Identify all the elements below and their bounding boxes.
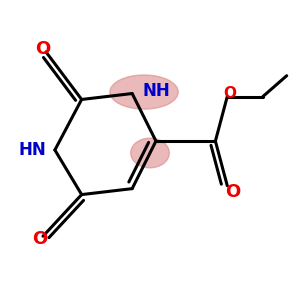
Text: O: O [32, 230, 48, 248]
Text: O: O [224, 86, 237, 101]
Ellipse shape [110, 75, 178, 109]
Text: O: O [35, 40, 51, 58]
Ellipse shape [131, 138, 169, 168]
Text: O: O [226, 183, 241, 201]
Text: HN: HN [18, 141, 46, 159]
Text: NH: NH [142, 82, 170, 100]
